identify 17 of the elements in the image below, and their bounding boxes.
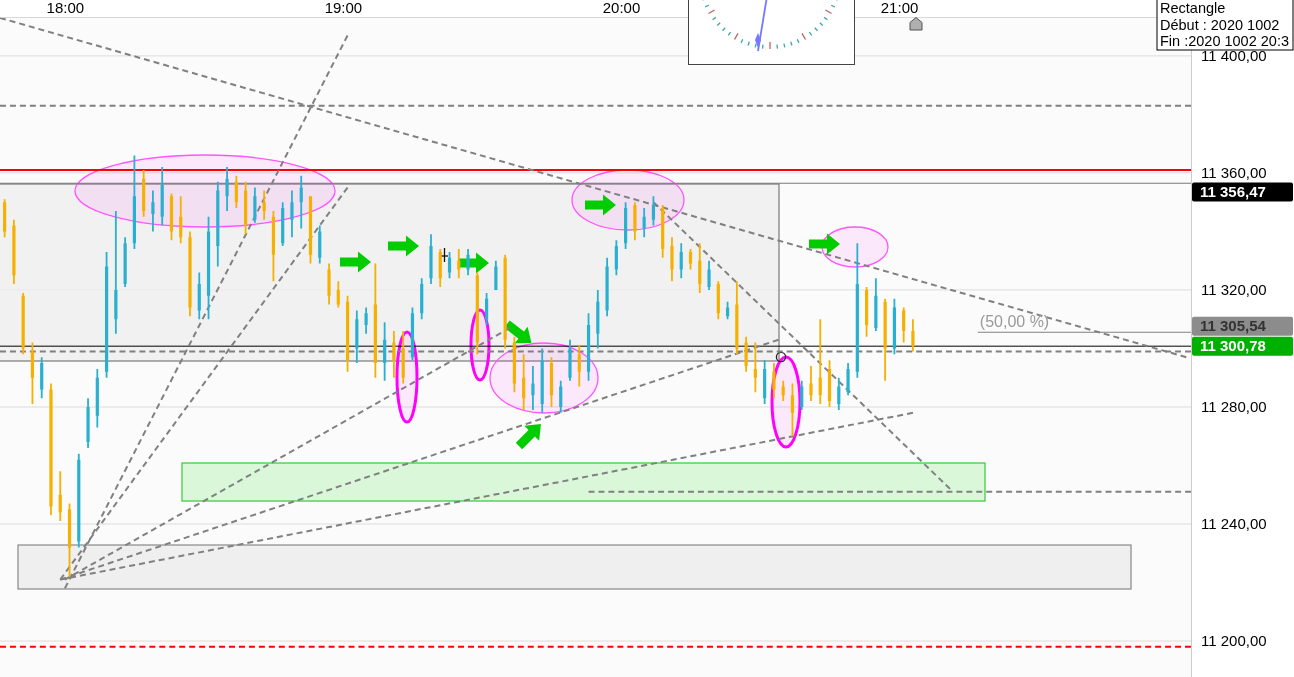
x-tick-label: 21:00 [880, 0, 919, 16]
ref-line-label: 11 300,78 [1200, 337, 1266, 355]
annotation: Début : 2020 1002 [1160, 16, 1280, 33]
annotation: Fin :2020 1002 20:3 [1160, 33, 1289, 49]
annotation: 11 305,54 [1200, 317, 1267, 335]
y-tick-label: 11 240,00 [1201, 515, 1267, 533]
text: Rectangle [1160, 0, 1226, 16]
annotation: (50,00 %) [979, 313, 1050, 331]
y-tick-label: 11 200,00 [1201, 632, 1267, 650]
y-tick-label: 11 360,00 [1201, 164, 1267, 182]
ref-line-label: 11 356,47 [1200, 183, 1266, 201]
y-tick-label: 11 400,00 [1201, 47, 1267, 65]
x-tick-label: 18:00 [46, 0, 85, 16]
y-tick-label: 11 280,00 [1201, 398, 1267, 416]
y-tick-label: 11 320,00 [1201, 281, 1267, 299]
x-tick-label: 20:00 [602, 0, 641, 16]
x-tick-label: 19:00 [324, 0, 363, 16]
